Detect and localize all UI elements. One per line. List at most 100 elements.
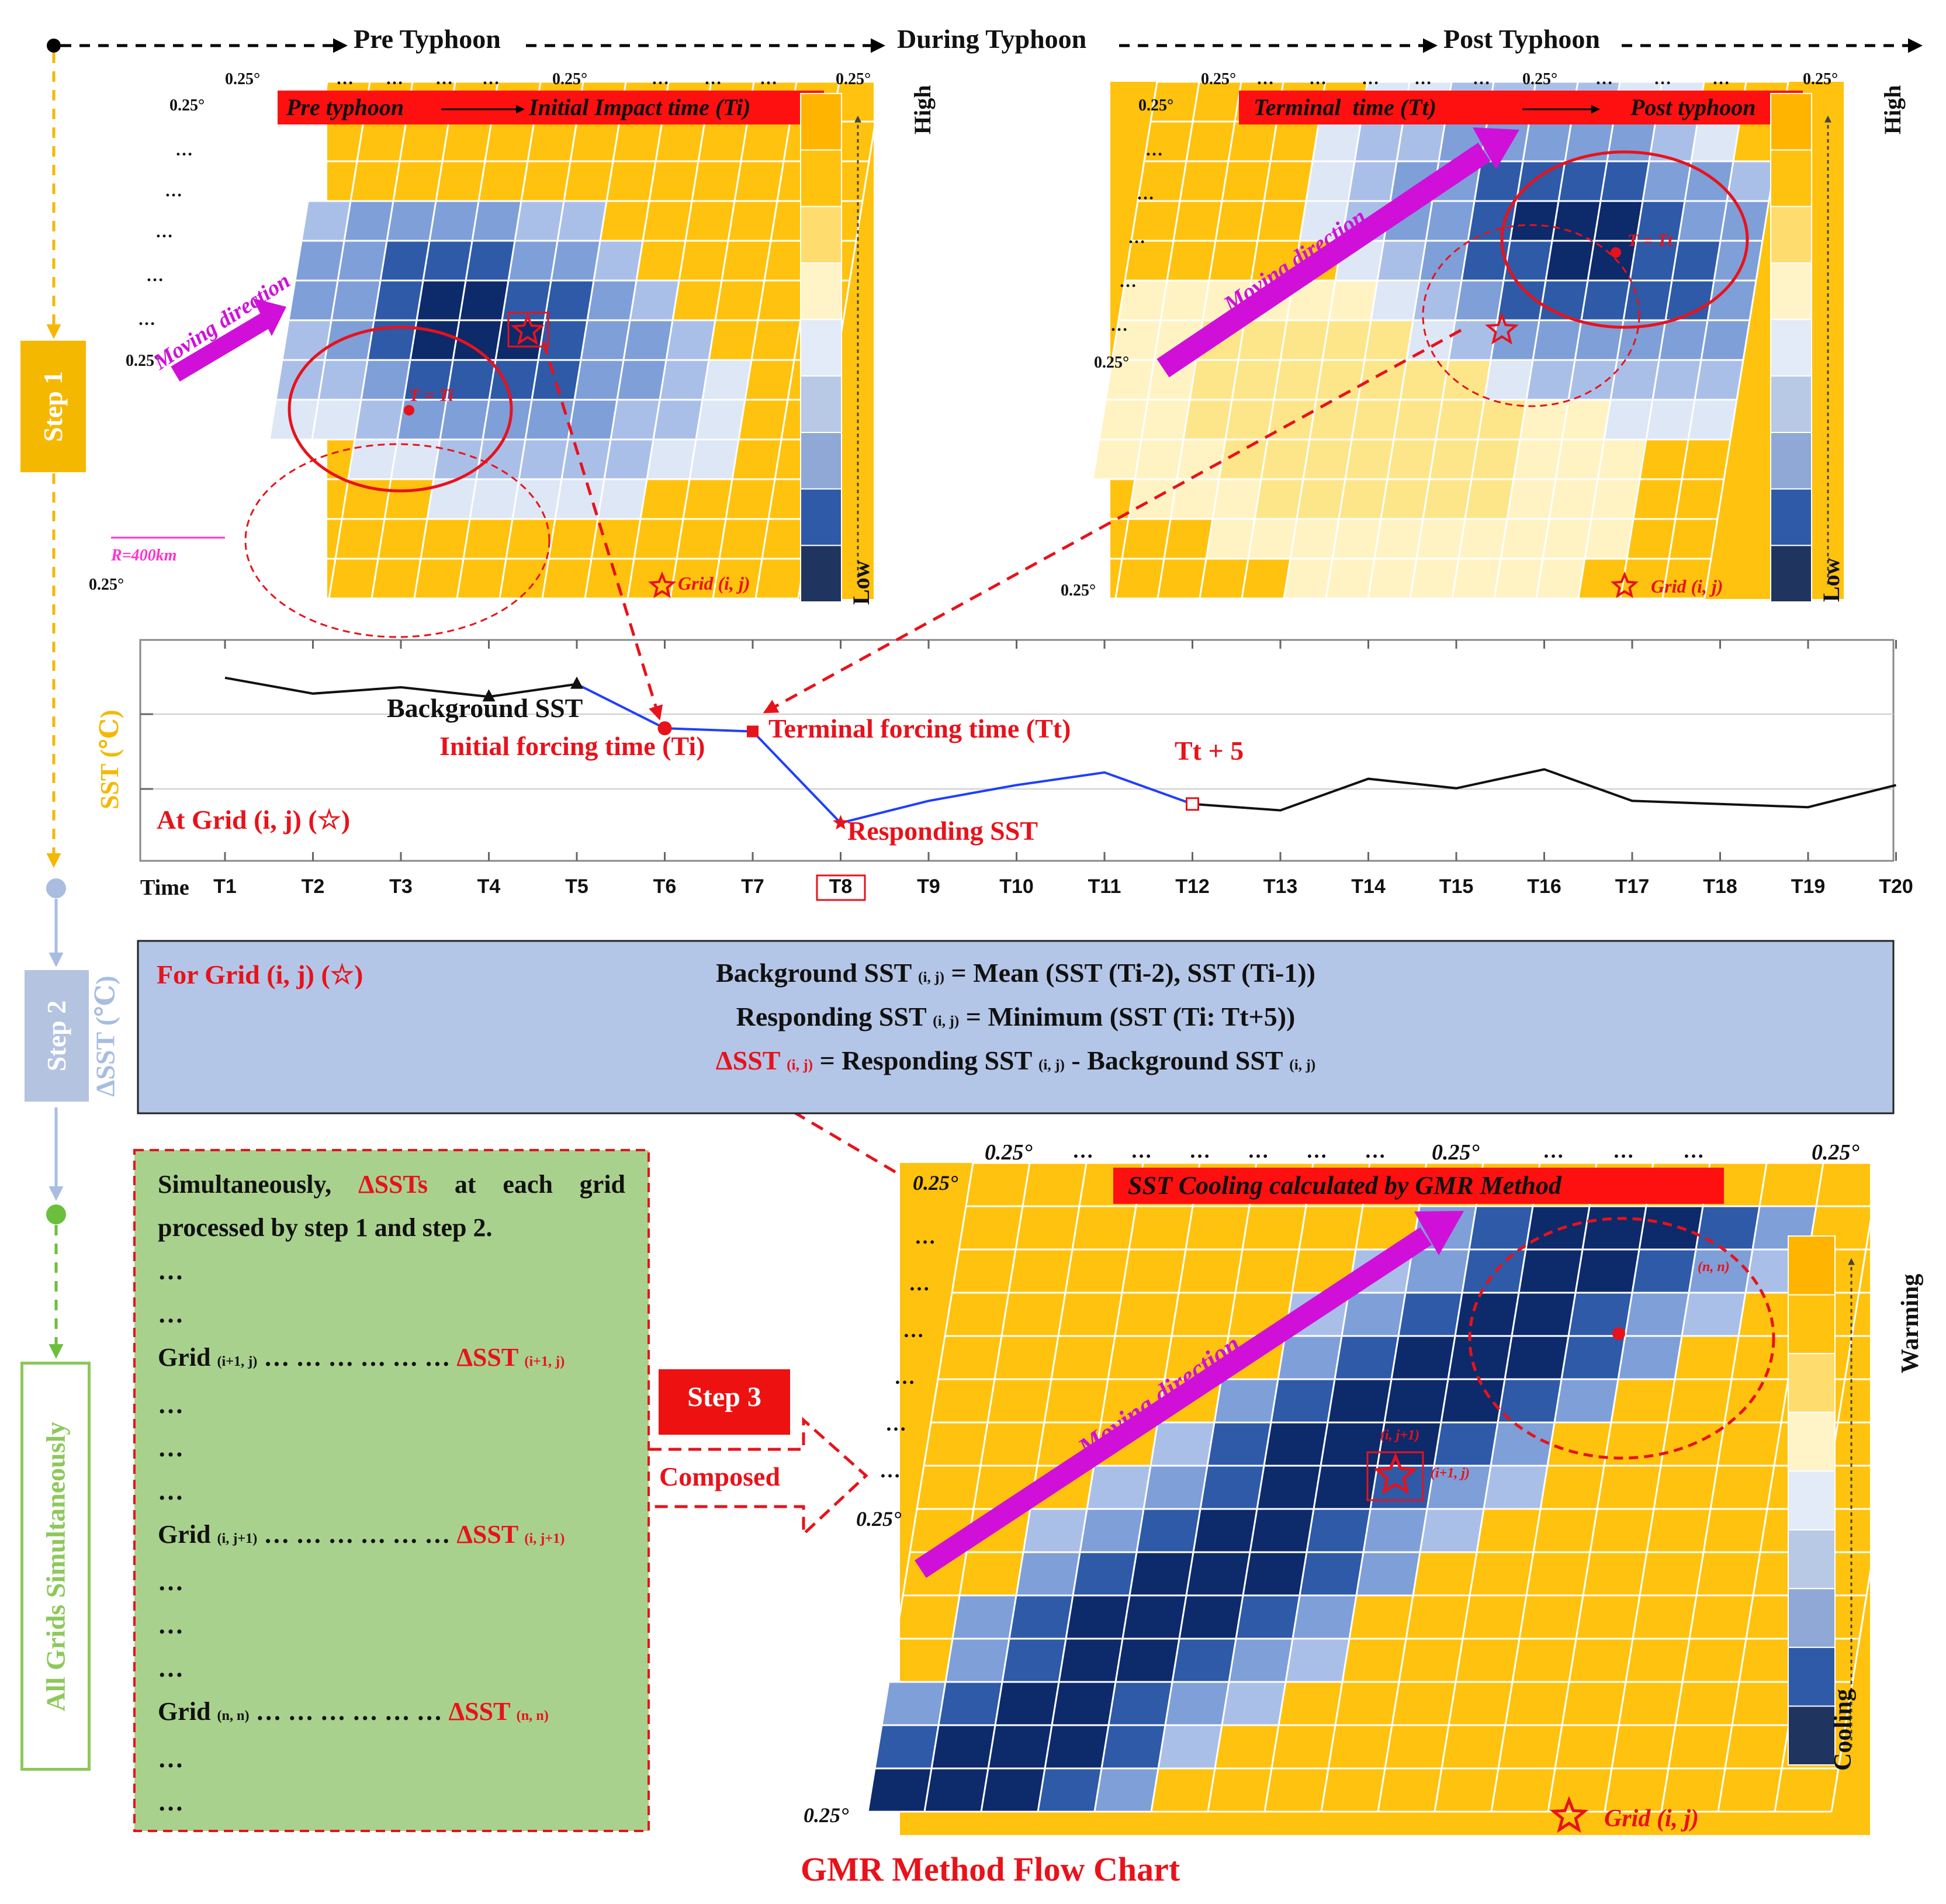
grid-cell <box>551 241 600 281</box>
grid-cell <box>374 281 423 320</box>
grid-cell <box>1171 479 1219 519</box>
panel2-deg-left-2: 0.25° <box>1094 354 1130 372</box>
formula-delta: ΔSST (i, j) = Responding SST (i, j) - Ba… <box>715 1046 1316 1075</box>
sst-timeseries-chart <box>139 639 1897 901</box>
grid-cell <box>1436 400 1484 439</box>
grid-cell <box>1568 1293 1632 1336</box>
grid-cell <box>545 281 594 320</box>
grid-cell <box>1052 1682 1116 1725</box>
panel1-dots-5: … <box>138 310 155 329</box>
grid-cell <box>1016 1552 1080 1595</box>
grid-cell <box>1691 122 1740 161</box>
panel2-deg-left-1: 0.25° <box>1138 96 1174 115</box>
grid-cell <box>1310 400 1358 439</box>
panel2-deg-top-3: 0.25° <box>1803 70 1838 88</box>
panel2-dots-3: … <box>1128 228 1145 247</box>
colorbar-segment <box>1770 545 1812 603</box>
grid-cell <box>1236 1595 1300 1639</box>
grid-cell <box>1696 1206 1760 1249</box>
grid-cell <box>1618 1336 1682 1379</box>
grid-cell <box>1213 479 1261 519</box>
grid-cell <box>1434 1422 1498 1466</box>
step2-formula-box <box>137 940 1895 1114</box>
panel1-grid-ij-label: Grid (i, j) <box>678 573 750 594</box>
grid-cell <box>1290 519 1339 559</box>
panel1-dots-top-1: … <box>336 69 354 88</box>
grid-cell <box>1193 1509 1257 1552</box>
all-grids-tag: All Grids Simultaneously <box>20 1362 91 1771</box>
panel3-dots-top-3: … <box>1189 1139 1210 1162</box>
grid-cell <box>574 360 624 400</box>
grid-cell <box>981 1768 1045 1812</box>
grid-cell <box>1397 122 1445 161</box>
grid-cell <box>611 400 660 439</box>
grid-cell <box>702 360 752 400</box>
panel-post-typhoon-grid <box>1072 81 1844 600</box>
panel1-deg-top-1: 0.25° <box>225 70 261 88</box>
grid-cell <box>1678 201 1727 241</box>
grid-cell <box>1636 201 1685 241</box>
chart-series-line <box>1192 768 1896 812</box>
grid-cell <box>1368 559 1417 598</box>
chart-annotation-initial: Initial forcing time (Ti) <box>439 731 705 761</box>
grid-cell <box>1625 1293 1689 1336</box>
grid-cell <box>289 281 338 320</box>
grid-cell <box>946 1639 1009 1682</box>
chart-xtick-label: T13 <box>1263 875 1298 898</box>
grid-cell <box>470 479 519 519</box>
grid-cell <box>1591 479 1640 519</box>
grid-cell <box>1207 1422 1271 1466</box>
greenbox-dots: … <box>158 1434 183 1462</box>
grid-cell <box>1441 1379 1505 1422</box>
grid-cell <box>423 241 472 281</box>
grid-cell <box>1314 1466 1377 1509</box>
panel2-banner-right: Post typhoon <box>1630 94 1756 120</box>
grid-cell <box>868 1768 932 1812</box>
panel1-high-label: High <box>909 85 936 134</box>
grid-cell <box>690 439 739 479</box>
panel2-dots-top-3: … <box>1362 69 1379 88</box>
grid-cell <box>1306 161 1355 201</box>
grid-cell <box>1238 320 1287 360</box>
grid-cell <box>1128 479 1177 519</box>
grid-cell <box>1465 479 1514 519</box>
grid-cell <box>513 479 562 519</box>
grid-cell <box>1417 519 1465 559</box>
panel3-dots-top-1: … <box>1072 1139 1093 1162</box>
grid-cell <box>1119 281 1167 320</box>
grid-cell <box>1512 1293 1576 1336</box>
grid-cell <box>1158 1725 1222 1768</box>
grid-cell <box>1420 1509 1484 1552</box>
grid-cell <box>1491 320 1539 360</box>
grid-cell <box>1257 1466 1321 1509</box>
grid-cell <box>446 360 496 400</box>
grid-cell <box>282 320 331 360</box>
panel1-radius-label: R=400km <box>111 546 177 565</box>
chart-annotation-grid: At Grid (i, j) (☆) <box>157 805 351 835</box>
chart-annotation-tt5: Tt + 5 <box>1175 736 1244 766</box>
chart-xtick-label: T18 <box>1703 875 1737 898</box>
grid-cell <box>1459 519 1507 559</box>
panel3-warming-label: Warming <box>1897 1273 1924 1373</box>
grid-cell <box>410 320 459 360</box>
grid-cell <box>1287 281 1335 320</box>
grid-cell <box>1462 1249 1526 1293</box>
grid-cell <box>1326 559 1374 598</box>
grid-cell <box>1623 281 1672 320</box>
colorbar-segment <box>800 432 842 490</box>
grid-cell <box>555 479 604 519</box>
panel1-colorbar <box>800 93 861 603</box>
grid-cell <box>1653 360 1701 400</box>
grid-cell <box>1576 1249 1639 1293</box>
grid-cell <box>1630 241 1678 281</box>
grid-cell <box>1448 1336 1512 1379</box>
grid-cell <box>1300 1552 1363 1595</box>
grid-cell <box>1144 1466 1207 1509</box>
grid-cell <box>1501 519 1549 559</box>
chart-point-initial <box>657 721 672 736</box>
colorbar-segment <box>1770 319 1812 377</box>
panel1-deg-top-3: 0.25° <box>836 70 871 88</box>
grid-cell <box>1080 1509 1144 1552</box>
grid-cell <box>1009 1595 1073 1639</box>
step3-label: Step 3 <box>687 1382 761 1413</box>
